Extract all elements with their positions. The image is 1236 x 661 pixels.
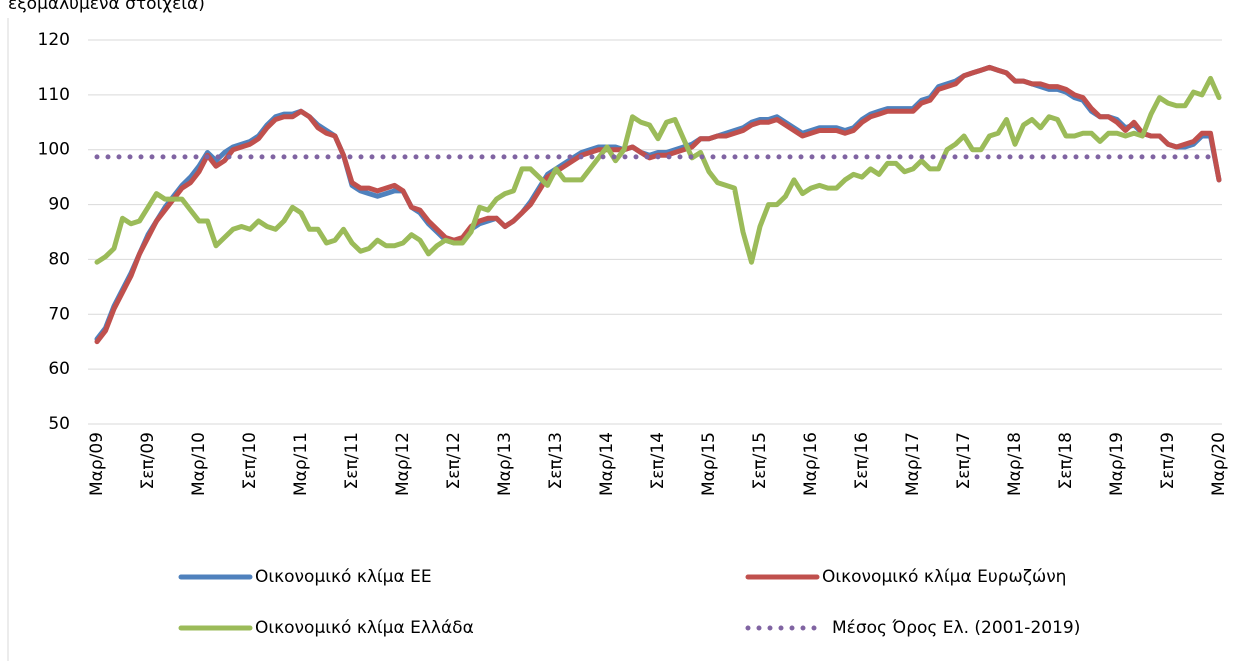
x-tick-label: Σεπ/17	[954, 432, 974, 490]
y-tick-label: 80	[48, 249, 70, 269]
x-tick-label: Σεπ/12	[444, 432, 464, 490]
y-tick-label: 100	[38, 140, 70, 160]
chart-subtitle: εξομαλυμένα στοιχεία)	[8, 0, 205, 14]
x-tick-label: Σεπ/19	[1158, 432, 1178, 490]
x-tick-label: Σεπ/18	[1056, 432, 1076, 490]
x-tick-label: Μαρ/13	[495, 432, 515, 496]
x-tick-label: Σεπ/10	[240, 432, 260, 490]
series-line	[94, 75, 1222, 265]
x-tick-label: Μαρ/18	[1005, 432, 1025, 496]
x-tick-label: Μαρ/09	[87, 432, 107, 496]
x-tick-label: Μαρ/10	[189, 432, 209, 496]
x-tick-label: Μαρ/11	[291, 432, 311, 496]
legend-label: Οικονομικό κλίμα Ευρωζώνη	[822, 567, 1066, 587]
y-tick-label: 120	[38, 30, 70, 50]
x-tick-label: Μαρ/20	[1209, 432, 1229, 496]
y-tick-label: 60	[48, 359, 70, 379]
legend-label: Οικονομικό κλίμα Ελλάδα	[255, 618, 474, 638]
x-tick-label: Σεπ/11	[342, 432, 362, 490]
x-tick-label: Μαρ/14	[597, 432, 617, 496]
series-line	[94, 64, 1222, 342]
x-tick-label: Σεπ/14	[648, 432, 668, 490]
y-tick-label: 50	[48, 414, 70, 434]
x-tick-label: Σεπ/09	[138, 432, 158, 490]
x-tick-label: Μαρ/12	[393, 432, 413, 496]
x-tick-label: Μαρ/15	[699, 432, 719, 496]
x-tick-label: Σεπ/16	[852, 432, 872, 490]
x-tick-label: Σεπ/13	[546, 432, 566, 490]
y-tick-label: 110	[38, 85, 70, 105]
x-tick-label: Σεπ/15	[750, 432, 770, 490]
x-tick-label: Μαρ/17	[903, 432, 923, 496]
x-tick-label: Μαρ/19	[1107, 432, 1127, 496]
legend-label: Μέσος Όρος Ελ. (2001-2019)	[832, 618, 1080, 638]
y-tick-label: 90	[48, 195, 70, 215]
y-tick-label: 70	[48, 304, 70, 324]
legend-label: Οικονομικό κλίμα ΕΕ	[255, 567, 432, 587]
x-tick-label: Μαρ/16	[801, 432, 821, 496]
